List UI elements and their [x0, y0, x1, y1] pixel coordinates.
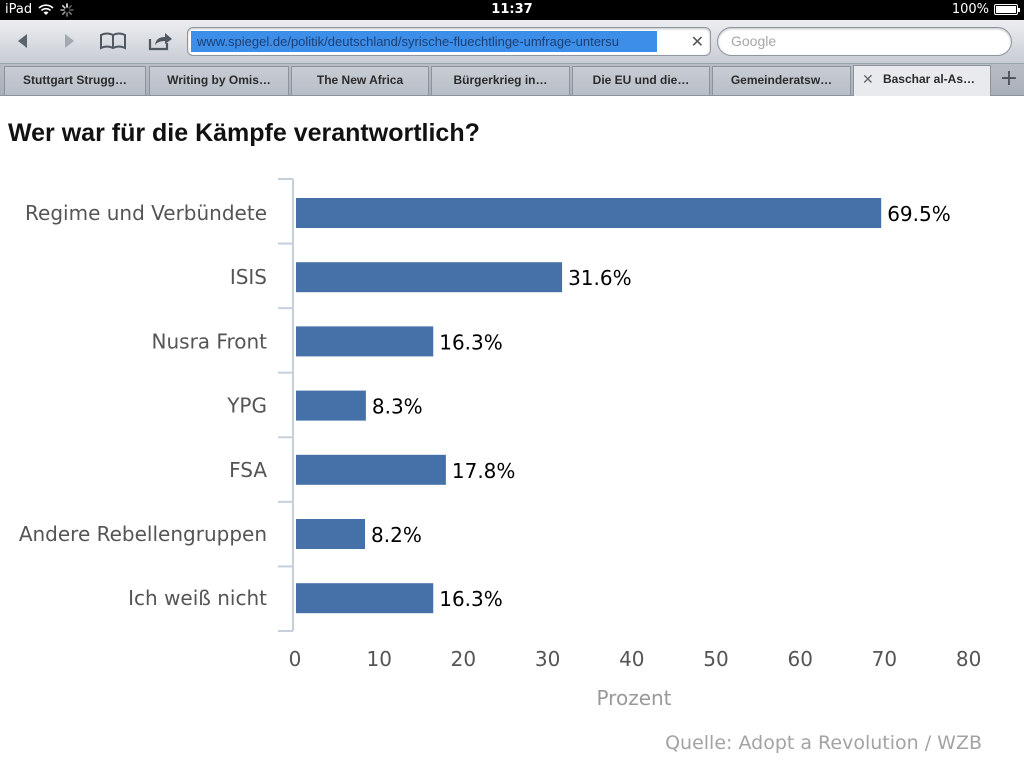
status-right: 100% [951, 2, 1020, 17]
tab-1[interactable]: Stuttgart Strugg… [4, 66, 146, 95]
category-label: ISIS [230, 265, 267, 289]
forward-button[interactable] [54, 28, 84, 54]
value-label: 8.3% [372, 395, 423, 419]
status-left: iPad [5, 2, 74, 17]
battery-icon [994, 4, 1020, 15]
page-content: Wer war für die Kämpfe verantwortlich? R… [0, 97, 1024, 768]
value-label: 8.2% [371, 523, 422, 547]
loading-spinner-icon [60, 2, 74, 17]
tab-4[interactable]: Bürgerkrieg in… [431, 66, 570, 95]
x-tick-label: 20 [451, 647, 476, 671]
tab-5[interactable]: Die EU und die… [572, 66, 710, 95]
bar-4 [296, 390, 366, 421]
x-tick-label: 50 [703, 647, 728, 671]
category-label: Nusra Front [152, 329, 268, 353]
bar-2 [296, 262, 563, 293]
bar-6 [296, 519, 366, 549]
new-tab-button[interactable]: + [999, 66, 1019, 91]
back-button[interactable] [8, 28, 38, 54]
bar-chart: Regime und Verbündete 69.5% ISIS 31.6% Nusra… [19, 178, 981, 710]
wifi-icon [38, 3, 54, 15]
book-icon [100, 32, 126, 50]
forward-arrow-icon [65, 34, 74, 48]
tab-6[interactable]: Gemeinderatsw… [712, 66, 851, 95]
share-icon [148, 33, 172, 51]
value-label: 69.5% [887, 202, 951, 226]
category-label: YPG [226, 394, 267, 418]
category-label: Regime und Verbündete [25, 201, 267, 225]
url-text[interactable]: www.spiegel.de/politik/deutschland/syris… [191, 31, 657, 52]
category-label: Andere Rebellengruppen [19, 522, 267, 546]
tab-2[interactable]: Writing by Omis… [149, 66, 289, 95]
x-tick-label: 40 [619, 647, 644, 671]
tab-3[interactable]: The New Africa [291, 66, 429, 95]
chart-source: Quelle: Adopt a Revolution / WZB [665, 732, 982, 754]
battery-percent: 100% [951, 2, 989, 17]
x-tick-label: 80 [956, 647, 981, 671]
close-tab-icon[interactable]: ✕ [862, 71, 874, 87]
category-label: Ich weiß nicht [128, 586, 267, 610]
x-tick-label: 30 [535, 647, 560, 671]
bar-5 [296, 454, 446, 485]
tab-7-label: Baschar al-As… [882, 72, 976, 86]
browser-toolbar: www.spiegel.de/politik/deutschland/syris… [0, 20, 1024, 64]
value-label: 16.3% [439, 330, 503, 354]
chart-title: Wer war für die Kämpfe verantwortlich? [8, 119, 480, 147]
status-bar: iPad 11:37 100% [0, 0, 1024, 20]
clear-url-icon[interactable]: ✕ [690, 32, 704, 51]
bookmarks-button[interactable] [98, 28, 128, 54]
value-label: 17.8% [452, 459, 516, 483]
bar-3 [296, 326, 434, 357]
device-name: iPad [5, 2, 33, 17]
x-tick-label: 10 [366, 647, 391, 671]
x-tick-label: 0 [289, 647, 302, 671]
status-time: 11:37 [491, 2, 533, 17]
bar-7 [296, 583, 434, 614]
share-button[interactable] [145, 28, 175, 54]
value-label: 31.6% [568, 266, 632, 290]
value-label: 16.3% [439, 587, 503, 611]
bar-1 [296, 198, 882, 228]
tab-7-active[interactable]: ✕ Baschar al-As… [853, 65, 991, 96]
search-input[interactable]: Google [717, 27, 1012, 56]
x-tick-label: 60 [787, 647, 812, 671]
x-tick-label: 70 [872, 647, 897, 671]
tab-bar: Stuttgart Strugg… Writing by Omis… The N… [0, 64, 1024, 96]
address-bar[interactable]: www.spiegel.de/politik/deutschland/syris… [187, 27, 711, 56]
category-label: FSA [229, 458, 267, 482]
x-axis-label: Prozent [596, 686, 671, 710]
back-arrow-icon [18, 34, 27, 48]
